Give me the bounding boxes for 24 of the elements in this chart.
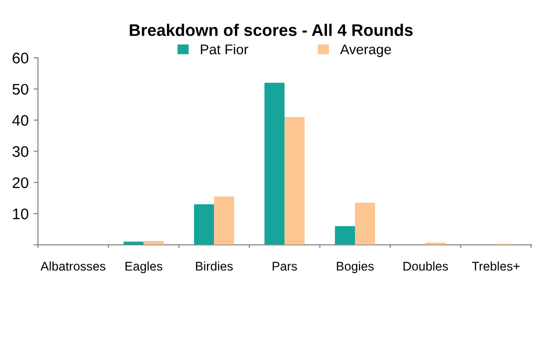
x-tick-label: Bogies [336, 261, 374, 274]
bar [144, 241, 164, 245]
x-tick-label: Albatrosses [40, 261, 106, 271]
x-tick-label: Pars [272, 262, 297, 271]
bar [355, 202, 376, 245]
legend-label: Average [340, 44, 391, 58]
chart-title: Breakdown of scores - All 4 Rounds [130, 24, 413, 36]
y-tick-label: 30 [12, 146, 28, 157]
y-tick-label: 50 [12, 84, 28, 95]
y-tick-label: 20 [12, 177, 28, 188]
bar [214, 196, 234, 245]
bar [264, 82, 285, 245]
x-tick-label: Doubles [404, 261, 448, 271]
x-tick-label: Trebles+ [472, 261, 520, 271]
x-tick-label: Eagles [126, 261, 162, 274]
bar [284, 117, 305, 245]
y-tick-label: 60 [12, 52, 28, 64]
y-tick-label: 10 [13, 208, 28, 220]
bar [194, 204, 214, 245]
bar [334, 226, 356, 245]
bar [124, 242, 144, 245]
y-tick-label: 40 [12, 115, 28, 126]
legend-label: Pat Fior [200, 44, 248, 54]
x-tick-label: Birdies [196, 261, 233, 271]
